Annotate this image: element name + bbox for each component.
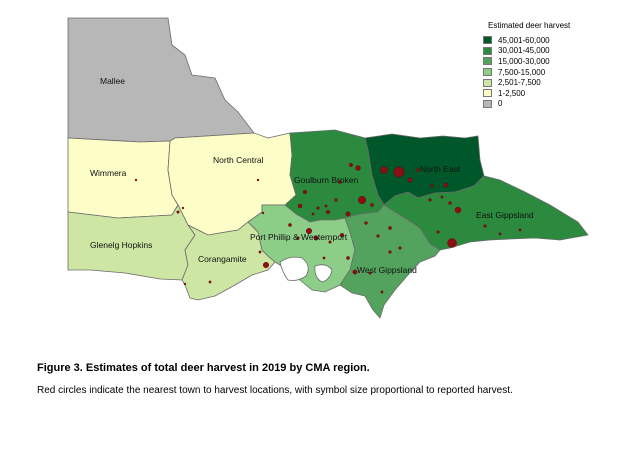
western-port-bay: [314, 264, 333, 283]
legend-label: 15,000-30,000: [498, 56, 550, 66]
map-legend: Estimated deer harvest 45,001-60,000 30,…: [483, 21, 570, 109]
label-corangamite: Corangamite: [198, 254, 247, 264]
town-harvest-marker: [345, 211, 351, 217]
legend-swatch: [483, 46, 492, 55]
town-harvest-marker: [498, 232, 502, 236]
town-harvest-marker: [324, 204, 328, 208]
legend-label: 45,001-60,000: [498, 35, 550, 45]
legend-swatch: [483, 99, 492, 108]
region-wimmera: [67, 137, 179, 219]
legend-item: 45,001-60,000: [483, 35, 570, 46]
region-mallee: [67, 17, 255, 143]
town-harvest-marker: [328, 240, 332, 244]
town-harvest-marker: [322, 256, 326, 260]
town-harvest-marker: [183, 282, 187, 286]
town-harvest-marker: [311, 212, 315, 216]
town-harvest-marker: [303, 189, 308, 194]
town-harvest-marker: [518, 228, 522, 232]
town-harvest-marker: [316, 206, 320, 210]
town-harvest-marker: [334, 198, 338, 202]
label-port-phillip-westernport: Port Phillip & Westernport: [250, 232, 348, 242]
legend-item: 7,500-15,000: [483, 67, 570, 78]
legend-item: 0: [483, 99, 570, 110]
town-harvest-marker: [428, 198, 432, 202]
legend-label: 1-2,500: [498, 88, 526, 98]
town-harvest-marker: [376, 234, 380, 238]
figure-caption-body: Red circles indicate the nearest town to…: [37, 385, 513, 396]
legend-label: 2,501-7,500: [498, 78, 541, 88]
town-harvest-marker: [256, 178, 260, 182]
figure-caption-title: Figure 3. Estimates of total deer harves…: [37, 362, 370, 374]
town-harvest-marker: [407, 177, 413, 183]
legend-swatch: [483, 36, 492, 45]
label-glenelg-hopkins: Glenelg Hopkins: [90, 240, 152, 250]
town-harvest-marker: [380, 290, 384, 294]
town-harvest-marker: [416, 168, 420, 172]
town-harvest-marker: [288, 223, 292, 227]
bays: [279, 256, 333, 283]
region-west-gippsland: [339, 204, 441, 319]
town-harvest-marker: [352, 269, 358, 275]
town-harvest-marker: [368, 271, 372, 275]
legend-item: 1-2,500: [483, 88, 570, 99]
town-harvest-marker: [436, 230, 440, 234]
label-goulburn-broken: Goulburn Broken: [294, 175, 359, 185]
legend-item: 2,501-7,500: [483, 77, 570, 88]
town-harvest-marker: [338, 180, 342, 184]
legend-label: 30,001-45,000: [498, 46, 550, 56]
town-harvest-marker: [263, 262, 270, 269]
town-harvest-marker: [393, 166, 405, 178]
town-harvest-marker: [448, 201, 452, 205]
harvest-town-markers: [134, 162, 522, 294]
town-harvest-marker: [134, 178, 138, 182]
town-harvest-marker: [483, 224, 487, 228]
town-harvest-marker: [258, 250, 262, 254]
label-east-gippsland: East Gippsland: [476, 210, 534, 220]
town-harvest-marker: [388, 226, 392, 230]
town-harvest-marker: [398, 246, 402, 250]
victoria-cma-map: Mallee Wimmera North Central Glenelg Hop…: [67, 17, 589, 319]
town-harvest-marker: [261, 211, 265, 215]
label-north-east: North East: [420, 164, 461, 174]
legend-label: 0: [498, 99, 503, 109]
town-harvest-marker: [358, 195, 367, 204]
town-harvest-marker: [208, 280, 212, 284]
town-harvest-marker: [454, 206, 462, 214]
town-harvest-marker: [388, 250, 392, 254]
town-harvest-marker: [346, 256, 350, 260]
legend-swatch: [483, 57, 492, 66]
town-harvest-marker: [443, 182, 449, 188]
port-phillip-bay: [279, 256, 309, 281]
town-harvest-marker: [380, 166, 388, 174]
town-harvest-marker: [355, 165, 361, 171]
region-labels: Mallee Wimmera North Central Glenelg Hop…: [90, 76, 534, 275]
town-harvest-marker: [313, 235, 319, 241]
label-mallee: Mallee: [100, 76, 125, 86]
town-harvest-marker: [370, 203, 374, 207]
legend-title: Estimated deer harvest: [488, 21, 571, 30]
town-harvest-marker: [181, 206, 185, 210]
town-harvest-marker: [447, 238, 457, 248]
label-west-gippsland: West Gippsland: [357, 265, 417, 275]
town-harvest-marker: [340, 232, 345, 237]
legend-item: 30,001-45,000: [483, 46, 570, 57]
town-harvest-marker: [296, 236, 300, 240]
town-harvest-marker: [440, 195, 444, 199]
legend-label: 7,500-15,000: [498, 67, 546, 77]
town-harvest-marker: [306, 227, 313, 234]
legend-swatch: [483, 89, 492, 98]
legend-swatch: [483, 68, 492, 77]
label-north-central: North Central: [213, 155, 264, 165]
legend-item: 15,000-30,000: [483, 56, 570, 67]
town-harvest-marker: [326, 209, 331, 214]
town-harvest-marker: [297, 203, 303, 209]
town-harvest-marker: [349, 162, 354, 167]
label-wimmera: Wimmera: [90, 168, 127, 178]
town-harvest-marker: [176, 210, 180, 214]
legend-swatch: [483, 78, 492, 87]
town-harvest-marker: [430, 184, 434, 188]
town-harvest-marker: [364, 221, 368, 225]
